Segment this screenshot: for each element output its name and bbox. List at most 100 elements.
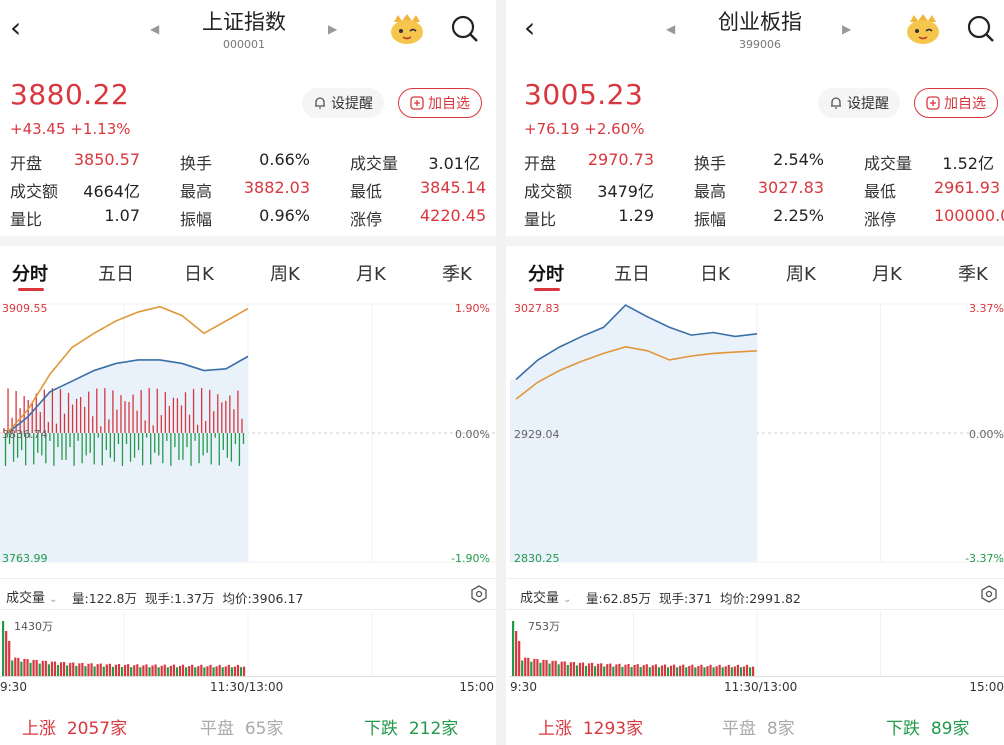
volume-bar [697,666,700,677]
volume-bar [50,661,53,677]
volume-bar [736,664,739,677]
settings-hex-icon[interactable] [470,585,488,603]
volume-chart[interactable] [506,611,1004,677]
volume-bar [81,662,84,677]
tab-2[interactable]: 日K [184,264,214,285]
volume-bar [651,665,654,677]
settings-hex-icon[interactable] [980,585,998,603]
tab-4[interactable]: 月K [872,264,902,285]
tab-1[interactable]: 五日 [98,264,134,285]
volume-bar [733,666,736,677]
volume-bar [124,664,127,677]
stat-label: 换手 [694,154,727,173]
volume-bar [706,666,709,677]
stat-label: 最高 [694,182,727,201]
volume-bar [554,660,557,677]
index-price: 3880.22 [10,78,130,111]
section-separator [506,236,1004,246]
time-start: 9:30 [0,680,27,694]
volume-bar [20,661,23,677]
stat-label: 涨停 [864,210,897,229]
volume-bar [660,665,664,677]
mascot-icon[interactable] [388,12,426,46]
stat-value: 3.01亿 [428,154,480,173]
volume-chart[interactable] [0,611,496,677]
tab-3[interactable]: 周K [786,264,816,285]
stat-label: 开盘 [524,154,557,173]
volume-bar [178,665,182,677]
volume-bar [745,664,749,677]
back-arrow-icon[interactable]: ‹ [10,11,22,44]
volume-bar [11,660,14,677]
volume-bar [63,662,66,677]
back-arrow-icon[interactable]: ‹ [524,11,536,44]
stat-label: 换手 [180,154,213,173]
volume-bar [148,667,151,677]
prev-triangle-icon[interactable]: ◀ [150,22,160,36]
volume-bar [527,657,530,677]
volume-bar [224,666,227,677]
volume-bar [615,664,618,677]
volume-bar [117,663,121,677]
volume-bar [575,665,578,677]
volume-toolbar: 成交量 ⌄ 量:62.85万 现手:371 均价:2991.82 [506,578,1004,610]
next-triangle-icon[interactable]: ▶ [842,22,852,36]
stat-value: 1.29 [618,206,654,225]
axis-mid-left: 2929.04 [514,428,560,441]
intraday-chart[interactable] [506,294,1004,574]
tab-0[interactable]: 分时 [12,264,48,285]
tab-5[interactable]: 季K [442,264,472,285]
intraday-chart[interactable] [0,294,496,574]
volume-bar [154,664,157,677]
axis-mid-right: 0.00% [455,428,490,441]
volume-info: 量:122.8万 现手:1.37万 均价:3906.17 [72,591,304,606]
tab-1[interactable]: 五日 [614,264,650,285]
volume-bar [587,663,591,677]
tab-5[interactable]: 季K [958,264,988,285]
tab-3[interactable]: 周K [270,264,300,285]
volume-bar [8,641,11,677]
volume-bar [612,666,615,677]
volume-bar [648,667,651,677]
mascot-icon[interactable] [904,12,942,46]
axis-top-right: 3.37% [969,302,1004,315]
set-alert-button[interactable]: 设提醒 [818,88,900,118]
volume-bar [175,667,179,677]
volume-bar [188,666,191,677]
volume-bar [584,665,588,677]
volume-bar [29,662,32,677]
volume-selector[interactable]: 成交量 ⌄ [520,591,572,606]
next-triangle-icon[interactable]: ▶ [328,22,338,36]
prev-triangle-icon[interactable]: ◀ [666,22,676,36]
active-tab-underline [18,288,44,291]
volume-bar [218,664,221,677]
add-watchlist-button[interactable]: 加自选 [914,88,998,118]
section-separator [0,236,496,246]
volume-bar [136,664,139,677]
set-alert-button[interactable]: 设提醒 [302,88,384,118]
volume-selector[interactable]: 成交量 ⌄ [6,591,58,606]
volume-bar [87,663,90,677]
breadth-down: 下跌 212家 [364,719,459,739]
bell-icon [315,97,325,109]
stat-label: 成交量 [350,154,399,173]
breadth-flat: 平盘 65家 [200,719,284,739]
volume-bar [14,657,17,677]
volume-bar [32,659,35,677]
chevron-down-icon: ⌄ [49,594,58,605]
search-icon[interactable] [966,14,996,44]
tab-4[interactable]: 月K [356,264,386,285]
tab-0[interactable]: 分时 [528,264,564,285]
add-watchlist-button[interactable]: 加自选 [398,88,482,118]
volume-bar [627,663,630,677]
volume-bar [145,664,148,677]
search-icon[interactable] [450,14,480,44]
volume-bar [751,666,755,677]
volume-bar [672,664,676,677]
stat-label: 振幅 [694,210,727,229]
axis-bottom-right: -1.90% [451,552,490,565]
stat-label: 成交量 [864,154,913,173]
tab-2[interactable]: 日K [700,264,730,285]
volume-bar [566,664,569,677]
